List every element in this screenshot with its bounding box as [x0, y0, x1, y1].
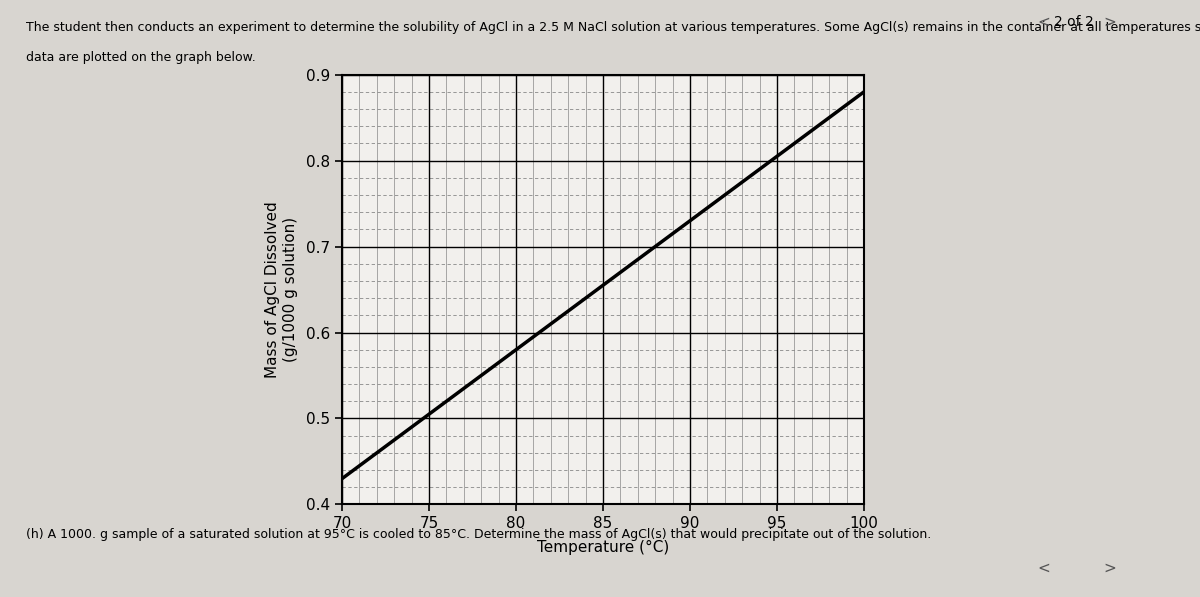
Text: >: > — [1104, 15, 1116, 30]
Y-axis label: Mass of AgCl Dissolved
(g/1000 g solution): Mass of AgCl Dissolved (g/1000 g solutio… — [265, 201, 298, 378]
Text: 2 of 2: 2 of 2 — [1054, 15, 1094, 29]
Text: <: < — [1038, 15, 1050, 30]
Text: >: > — [1104, 561, 1116, 576]
Text: <: < — [1038, 561, 1050, 576]
Text: data are plotted on the graph below.: data are plotted on the graph below. — [26, 51, 256, 64]
Text: The student then conducts an experiment to determine the solubility of AgCl in a: The student then conducts an experiment … — [26, 21, 1200, 34]
X-axis label: Temperature (°C): Temperature (°C) — [536, 540, 670, 555]
Text: (h) A 1000. g sample of a saturated solution at 95°C is cooled to 85°C. Determin: (h) A 1000. g sample of a saturated solu… — [26, 528, 931, 541]
